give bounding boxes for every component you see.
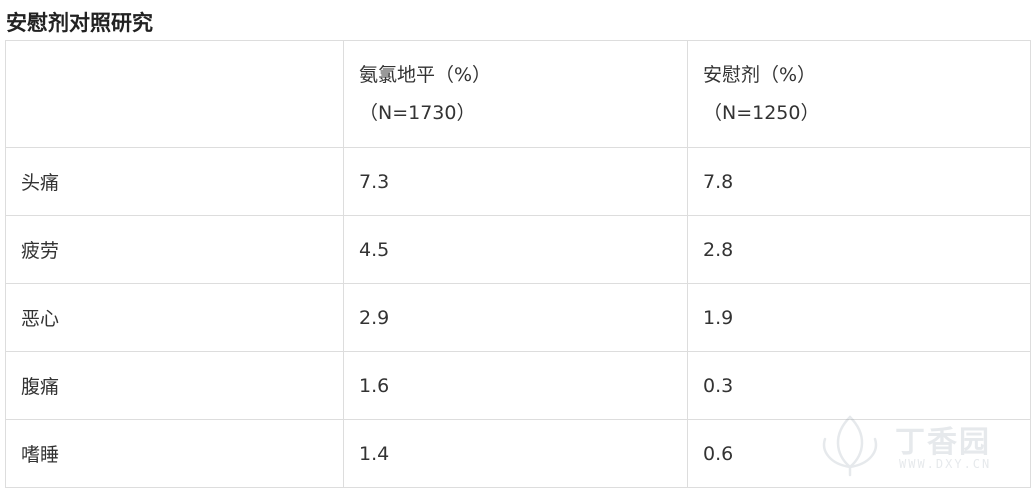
table-row: 腹痛 1.6 0.3 [5, 351, 1031, 420]
amlodipine-value-cell: 1.6 [343, 351, 688, 420]
row-label-cell: 疲劳 [5, 215, 344, 284]
table-row: 恶心 2.9 1.9 [5, 283, 1031, 352]
adverse-events-table: 氨氯地平（%） （N=1730） 安慰剂（%） （N=1250） 头痛 7.3 … [5, 40, 1031, 488]
header-corner-cell [5, 40, 344, 148]
row-label-cell: 腹痛 [5, 351, 344, 420]
header-placebo-label: 安慰剂（%） [703, 64, 817, 86]
header-amlodipine-cell: 氨氯地平（%） （N=1730） [343, 40, 688, 148]
amlodipine-value-cell: 4.5 [343, 215, 688, 284]
table-row: 嗜睡 1.4 0.6 [5, 419, 1031, 488]
section-title: 安慰剂对照研究 [6, 11, 153, 35]
amlodipine-value-cell: 2.9 [343, 283, 688, 352]
amlodipine-value-cell: 1.4 [343, 419, 688, 488]
row-label-cell: 恶心 [5, 283, 344, 352]
amlodipine-value-cell: 7.3 [343, 147, 688, 216]
header-amlodipine-label: 氨氯地平（%） [359, 64, 492, 86]
placebo-value-cell: 2.8 [687, 215, 1031, 284]
placebo-value-cell: 0.6 [687, 419, 1031, 488]
header-placebo-cell: 安慰剂（%） （N=1250） [687, 40, 1031, 148]
header-placebo-n: （N=1250） [703, 102, 820, 124]
header-amlodipine-n: （N=1730） [359, 102, 476, 124]
row-label-cell: 嗜睡 [5, 419, 344, 488]
placebo-value-cell: 0.3 [687, 351, 1031, 420]
table-row: 疲劳 4.5 2.8 [5, 215, 1031, 284]
table-row: 头痛 7.3 7.8 [5, 147, 1031, 216]
placebo-value-cell: 7.8 [687, 147, 1031, 216]
row-label-cell: 头痛 [5, 147, 344, 216]
placebo-value-cell: 1.9 [687, 283, 1031, 352]
table-header-row: 氨氯地平（%） （N=1730） 安慰剂（%） （N=1250） [5, 40, 1031, 148]
